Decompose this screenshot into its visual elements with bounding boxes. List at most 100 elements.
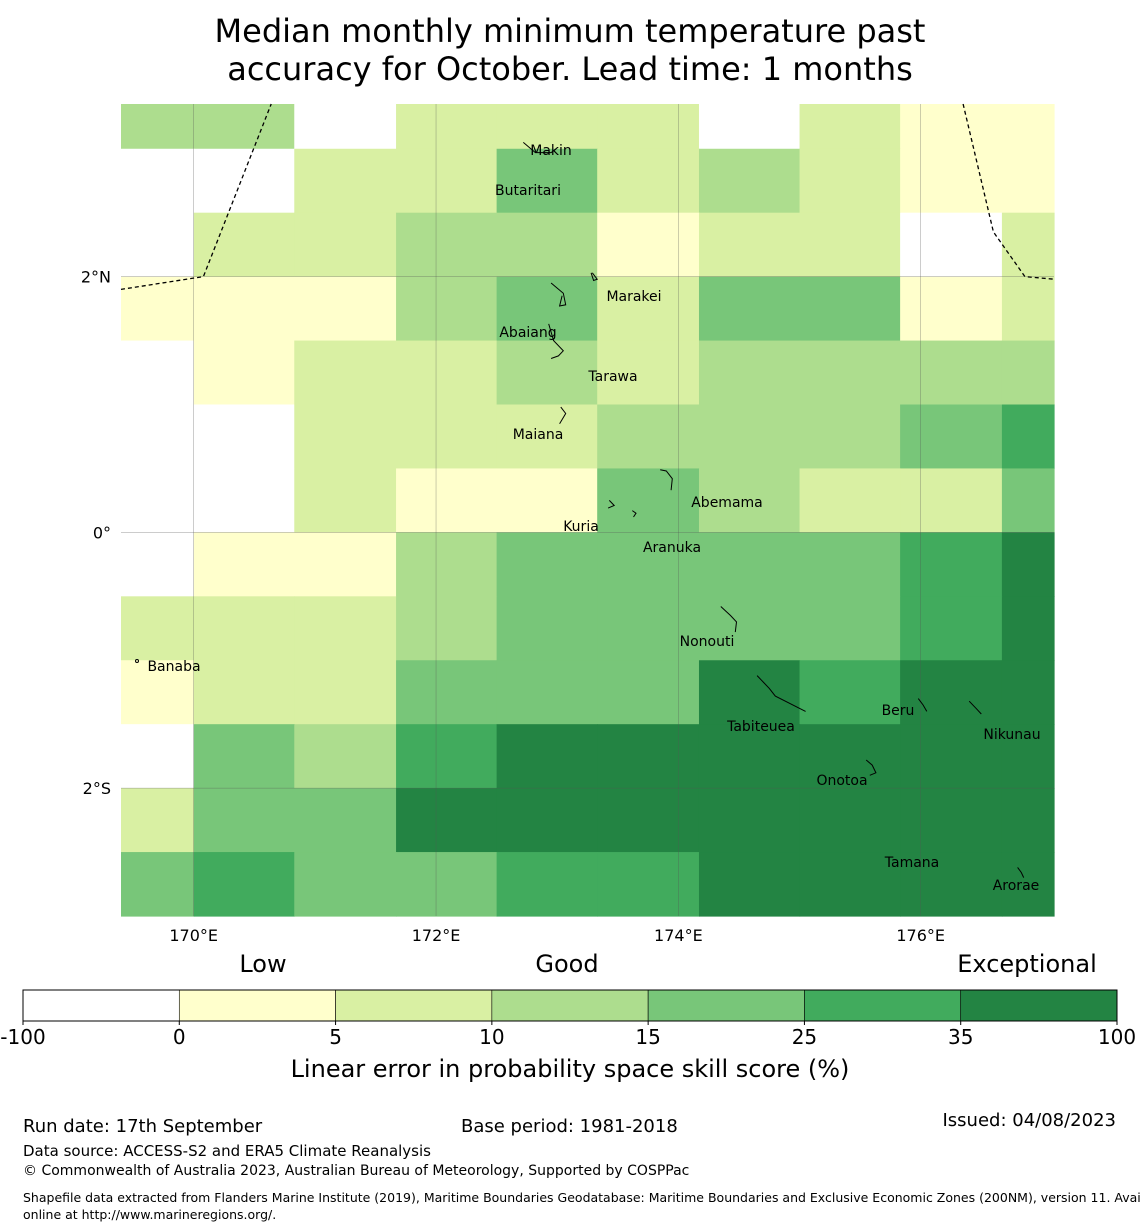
x-tick-label: 176°E (896, 926, 945, 945)
island-outlines (135, 142, 1025, 878)
skill-cell (597, 468, 700, 533)
skill-cell (496, 148, 598, 214)
skill-cell (799, 276, 901, 342)
skill-cell (698, 340, 801, 406)
skill-cell (698, 532, 801, 597)
island-kuria: Kuria (563, 519, 599, 535)
run-date: Run date: 17th September (23, 1116, 263, 1137)
y-tick-label: 0° (93, 523, 111, 542)
island-outline (968, 700, 982, 715)
island-tabiteuea: Tabiteuea (726, 719, 795, 735)
island-outline (135, 659, 139, 663)
graticule (121, 104, 1054, 916)
colorbar-tick-label: 25 (792, 1025, 817, 1049)
island-label: Beru (882, 703, 915, 719)
x-tick-label: 170°E (169, 926, 218, 945)
skill-cell (193, 104, 295, 150)
skill-cell (799, 148, 901, 214)
island-abemama: Abemama (691, 495, 763, 511)
island-label: Abaiang (499, 325, 556, 341)
skill-cell (900, 340, 1003, 406)
skill-cell (396, 852, 498, 917)
skill-cell (121, 276, 195, 342)
skill-cell (1001, 852, 1055, 917)
skill-cell (698, 212, 801, 278)
skill-cell (799, 852, 901, 917)
skill-cell (193, 660, 295, 725)
island-label: Nonouti (680, 634, 735, 650)
skill-cell (396, 596, 498, 661)
island-outline (917, 698, 928, 712)
skill-cell (1001, 212, 1055, 278)
skill-cell (294, 596, 397, 661)
skill-cell (121, 532, 195, 597)
issued-date: Issued: 04/08/2023 (942, 1110, 1116, 1131)
colorbar (22, 989, 1118, 1022)
island-outline (548, 323, 564, 359)
skill-cell (294, 404, 397, 470)
skill-cell (799, 596, 901, 661)
skill-cell (193, 148, 295, 214)
skill-cell (294, 212, 397, 278)
skill-cell (496, 724, 598, 789)
skill-cell (900, 724, 1003, 789)
skill-cell (1001, 104, 1055, 150)
skill-cell (396, 148, 498, 214)
colorbar-ticks: -100 0 5 10 15 25 35 100 (0, 1021, 1136, 1049)
skill-cell (597, 660, 700, 725)
copyright: © Commonwealth of Australia 2023, Austra… (23, 1163, 689, 1179)
skill-cell (294, 788, 397, 853)
skill-cell (597, 596, 700, 661)
legend-label-good: Good (535, 950, 598, 978)
footer: Run date: 17th September Base period: 19… (23, 1110, 1140, 1222)
island-outline (720, 606, 738, 633)
y-tick-label: 2°S (83, 779, 111, 798)
skill-cell (193, 852, 295, 917)
skill-cell (597, 104, 700, 150)
skill-cell (121, 104, 195, 150)
skill-cell (193, 340, 295, 406)
skill-cell (396, 660, 498, 725)
skill-grid (121, 104, 1055, 917)
skill-cell (597, 212, 700, 278)
island-label: Makin (530, 143, 572, 159)
skill-cell (1001, 596, 1055, 661)
island-labels: Makin Butaritari Marakei Abaiang Tarawa Maian… (135, 142, 1041, 894)
skill-cell (294, 468, 397, 533)
skill-cell (121, 788, 195, 853)
colorbar-tick-label: 10 (479, 1025, 504, 1049)
skill-cell (698, 404, 801, 470)
skill-cell (900, 852, 1003, 917)
skill-cell (900, 104, 1003, 150)
island-label: Maiana (513, 427, 564, 443)
island-label: Banaba (147, 659, 200, 675)
skill-cell (121, 660, 195, 725)
colorbar-tick-label: 100 (1098, 1025, 1136, 1049)
island-outline (590, 272, 599, 282)
legend-label-exceptional: Exceptional (957, 950, 1097, 978)
data-source: Data source: ACCESS-S2 and ERA5 Climate … (23, 1142, 431, 1160)
skill-cell (597, 788, 700, 853)
skill-cell (698, 724, 801, 789)
island-outline (607, 500, 616, 509)
colorbar-segment (647, 989, 805, 1022)
eez-boundary-east (962, 103, 1055, 280)
skill-cell (496, 276, 598, 342)
skill-cell (396, 276, 498, 342)
skill-cell (193, 724, 295, 789)
skill-cell (698, 104, 801, 150)
colorbar-tick-label: 15 (635, 1025, 660, 1049)
skill-cell (597, 276, 700, 342)
skill-cell (193, 596, 295, 661)
colorbar-tick-label: 0 (173, 1025, 186, 1049)
skill-cell (900, 212, 1003, 278)
skill-cell (193, 532, 295, 597)
skill-cell (799, 404, 901, 470)
skill-cell (294, 660, 397, 725)
skill-cell (698, 276, 801, 342)
island-label: Marakei (606, 289, 661, 305)
skill-cell (597, 148, 700, 214)
title-line-1: Median monthly minimum temperature past (215, 12, 926, 50)
skill-cell (1001, 148, 1055, 214)
